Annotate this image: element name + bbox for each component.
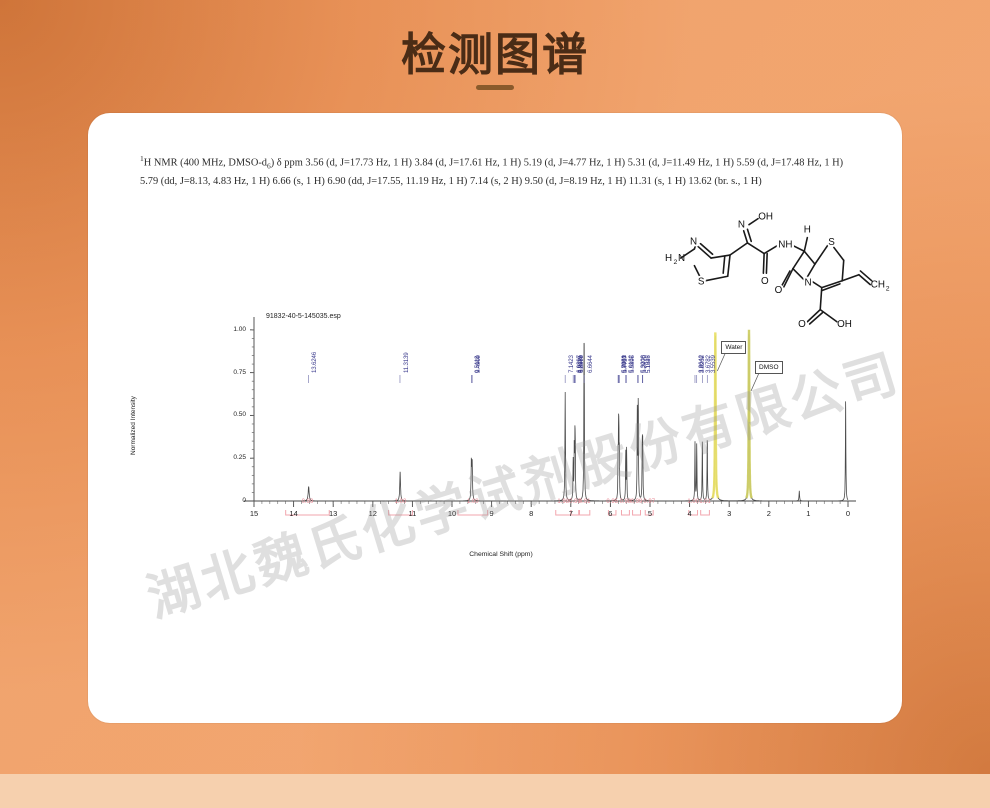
y-axis-tick-label: 0.75 xyxy=(233,368,246,376)
x-axis-tick-label: 0 xyxy=(845,509,851,518)
x-axis-tick-label: 12 xyxy=(368,509,377,518)
x-axis-tick-label: 13 xyxy=(329,509,338,518)
y-axis-tick-label: 1.00 xyxy=(233,325,246,333)
svg-text:O: O xyxy=(798,319,806,330)
solvent-callout-dmso: DMSO xyxy=(755,361,783,374)
svg-text:NH: NH xyxy=(778,239,792,250)
peak-shift-label: 6.6644 xyxy=(586,355,594,373)
svg-text:2: 2 xyxy=(886,286,890,293)
x-axis-tick-label: 6 xyxy=(608,509,613,518)
svg-text:H: H xyxy=(804,224,811,235)
svg-text:NH: NH xyxy=(778,239,792,250)
svg-text:O: O xyxy=(775,285,783,296)
peak-shift-label: 9.4909 xyxy=(474,355,482,373)
x-axis-label: Chemical Shift (ppm) xyxy=(469,551,533,558)
svg-text:O: O xyxy=(761,276,769,287)
svg-text:S: S xyxy=(828,237,835,248)
integral-value-label: 1.98 xyxy=(557,499,570,505)
svg-text:O: O xyxy=(775,285,783,296)
integral-value-label: 0.99 xyxy=(630,499,643,505)
integral-value-label: 1.00 xyxy=(394,499,407,505)
y-axis-tick-label: 0.25 xyxy=(233,454,246,462)
x-axis-tick-label: 7 xyxy=(568,509,573,518)
svg-text:2: 2 xyxy=(674,259,678,266)
peak-shift-label: 6.8879 xyxy=(577,355,585,373)
svg-text:N: N xyxy=(738,220,745,231)
x-axis-tick-label: 10 xyxy=(447,509,457,518)
svg-text:OH: OH xyxy=(758,211,773,222)
svg-text:S: S xyxy=(698,277,705,288)
page-title: 检测图谱 xyxy=(400,28,589,81)
nmr-proton-superscript: 1 xyxy=(140,154,144,163)
x-axis-tick-label: 3 xyxy=(727,509,732,518)
nmr-text-part1: H NMR (400 MHz, DMSO-d xyxy=(143,157,267,169)
svg-text:CH: CH xyxy=(871,280,885,291)
x-axis-tick-label: 15 xyxy=(249,509,259,518)
svg-text:O: O xyxy=(761,276,769,287)
svg-text:S: S xyxy=(698,277,705,288)
nmr-dmso-subscript: 6 xyxy=(267,161,271,171)
peak-shift-label: 5.1827 xyxy=(645,355,653,373)
x-axis-tick-label: 9 xyxy=(489,509,494,518)
integral-value-label: 0.98 xyxy=(619,499,632,505)
svg-text:H: H xyxy=(665,253,672,264)
x-axis-tick-label: 11 xyxy=(408,509,417,518)
integral-value-label: 0.99 xyxy=(569,499,581,505)
x-axis-tick-label: 4 xyxy=(687,509,692,518)
spectrum-card: 1H NMR (400 MHz, DMSO-d6) δ ppm 3.56 (d,… xyxy=(88,113,908,723)
integral-value-label: 0.95 xyxy=(606,499,619,505)
svg-text:N: N xyxy=(805,277,812,288)
svg-text:N: N xyxy=(678,253,685,264)
svg-text:N: N xyxy=(738,220,745,231)
y-axis-tick-label: 0.50 xyxy=(233,411,246,419)
svg-text:H: H xyxy=(804,224,811,235)
svg-text:O: O xyxy=(798,319,806,330)
peak-shift-label: 7.1423 xyxy=(567,355,575,373)
svg-text:S: S xyxy=(828,237,835,248)
svg-text:N: N xyxy=(690,236,697,247)
integral-value-label: 1.01 xyxy=(699,499,711,505)
svg-text:N: N xyxy=(690,236,697,247)
integral-value-label: 0.99 xyxy=(301,499,314,505)
integral-value-label: 1.00 xyxy=(687,499,699,505)
x-axis-tick-label: 2 xyxy=(766,509,771,518)
spectrum-file-label: 91832-40-5-145035.esp xyxy=(266,313,341,320)
x-axis-tick-label: 14 xyxy=(289,509,298,518)
nmr-description-text: 1H NMR (400 MHz, DMSO-d6) δ ppm 3.56 (d,… xyxy=(140,151,862,190)
integral-value-label: 1.00 xyxy=(466,499,479,505)
x-axis-tick-label: 8 xyxy=(529,509,534,518)
y-axis-tick-label: 0 xyxy=(242,497,246,504)
peak-shift-label: 11.3139 xyxy=(402,352,410,373)
peak-shift-label: 3.5539 xyxy=(709,355,717,373)
nmr-spectrum-chart: 91832-40-5-145035.esp Normalized Intensi… xyxy=(130,305,866,675)
svg-text:OH: OH xyxy=(837,319,852,330)
peak-shift-label: 13.6246 xyxy=(311,352,319,373)
peak-shift-label: 5.5895 xyxy=(629,355,637,373)
x-axis-tick-label: 5 xyxy=(647,509,653,518)
solvent-callout-water: Water xyxy=(721,341,747,354)
svg-text:N: N xyxy=(805,277,812,288)
title-underline-rule xyxy=(476,85,514,90)
integral-value-label: 0.91 xyxy=(578,499,591,505)
nmr-text-part2: ) δ ppm 3.56 (d, J=17.73 Hz, 1 H) 3.84 (… xyxy=(140,157,844,188)
integral-value-label: 0.97 xyxy=(643,499,656,505)
x-axis-tick-label: 1 xyxy=(806,509,811,518)
